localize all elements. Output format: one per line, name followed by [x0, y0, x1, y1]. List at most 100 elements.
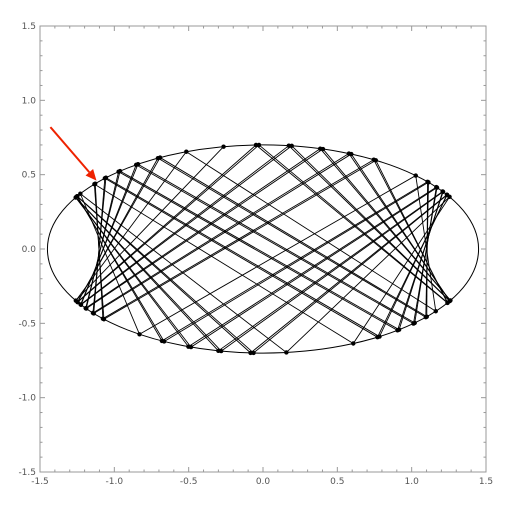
- y-tick-label: 1.0: [22, 96, 37, 106]
- trajectory-segment: [80, 193, 287, 353]
- bounce-point: [433, 309, 438, 314]
- trajectory-segment: [415, 175, 437, 312]
- trajectory-segment: [322, 148, 451, 301]
- trajectory-segment: [190, 187, 438, 348]
- bounce-point: [375, 334, 380, 340]
- bounce-point: [78, 302, 83, 307]
- bounce-point: [251, 350, 256, 356]
- y-tick-label: 0.5: [22, 171, 36, 181]
- trajectory-segment: [104, 177, 378, 338]
- bounce-point: [286, 143, 291, 148]
- y-tick-label: -1.0: [18, 394, 36, 404]
- bounce-point: [284, 350, 289, 355]
- bounce-point: [101, 317, 107, 322]
- bounce-point: [434, 184, 439, 190]
- ellipse-layer: [46, 144, 480, 354]
- bounce-point: [373, 158, 379, 163]
- bounce-point: [440, 189, 446, 195]
- axes: -1.5 -1.0 -0.5 0.0 0.5 1.0 1.5 -1.5 -1.0 -0.5 0.0 0…: [18, 22, 493, 487]
- bounce-point: [116, 169, 121, 174]
- x-tick-label: 0.5: [330, 477, 344, 487]
- trajectory-segment: [75, 151, 187, 301]
- trajectory-segment: [161, 181, 428, 342]
- x-tick-label: -1.0: [106, 477, 124, 487]
- bounce-point: [424, 314, 429, 319]
- bounce-point: [78, 191, 83, 196]
- y-tick-label: 1.5: [22, 22, 36, 32]
- bounce-point: [92, 181, 97, 187]
- bounce-point: [447, 194, 452, 200]
- bounce-point: [135, 162, 141, 167]
- trajectory-segment: [188, 186, 437, 348]
- bounce-point: [102, 176, 108, 181]
- trajectory-segment: [93, 178, 106, 314]
- trajectory-segment: [253, 194, 448, 354]
- x-tick-label: 0.0: [256, 477, 271, 487]
- trajectory-segment: [93, 184, 105, 320]
- trajectory-segment: [77, 157, 161, 303]
- trajectory-segment: [159, 157, 428, 318]
- trajectory-segment: [291, 145, 451, 302]
- x-tick-label: -0.5: [180, 477, 198, 487]
- trajectory-segment: [75, 197, 189, 347]
- trajectory-segment: [94, 183, 354, 344]
- trajectory-segment: [85, 148, 324, 309]
- bounce-point: [320, 146, 326, 152]
- bounce-point: [137, 332, 142, 337]
- x-tick-label: 1.0: [405, 477, 420, 487]
- bounce-point: [159, 338, 165, 344]
- bounce-point: [221, 144, 226, 149]
- bounce-point: [73, 298, 79, 303]
- trajectory-segment: [102, 159, 374, 320]
- bounce-point: [91, 311, 96, 316]
- bounce-point: [412, 320, 417, 326]
- trajectory-segment: [76, 195, 254, 354]
- trajectory-segment: [75, 197, 222, 352]
- trajectory-segment: [350, 153, 451, 302]
- x-tick-label: 1.5: [479, 477, 493, 487]
- trajectory-segment: [105, 177, 380, 337]
- x-tick-label: -1.5: [31, 477, 49, 487]
- bounce-point: [349, 151, 354, 157]
- trajectory-segment: [77, 144, 257, 303]
- bounce-point: [425, 179, 430, 184]
- trajectory-segment: [119, 170, 400, 331]
- trajectory-segment: [186, 151, 437, 312]
- trajectory-segment: [250, 194, 448, 354]
- trajectory-segment: [220, 191, 444, 352]
- annotation-arrow: [49, 126, 97, 181]
- trajectory-segment: [103, 159, 377, 320]
- bounce-point: [84, 306, 89, 311]
- bounce-point: [186, 344, 191, 349]
- y-tick-label: -0.5: [18, 319, 36, 329]
- trajectory-segment: [139, 175, 416, 335]
- trajectory-segment: [137, 163, 415, 324]
- trajectory-segment: [93, 153, 352, 314]
- bounce-point: [445, 300, 450, 306]
- trajectory-segment: [375, 160, 448, 304]
- bounce-point: [157, 155, 163, 160]
- trajectory-segment: [75, 146, 224, 301]
- ellipse-boundary: [46, 144, 480, 354]
- trajectory-segment: [135, 164, 414, 324]
- trajectory-segment: [77, 144, 260, 303]
- trajectory-segment: [352, 196, 450, 344]
- arrow-shaft: [49, 126, 91, 173]
- trajectory-segment: [157, 157, 427, 318]
- bounce-point: [395, 328, 400, 333]
- trajectory-segment: [397, 191, 444, 331]
- y-tick-label: 0.0: [22, 245, 37, 255]
- y-tick-label: -1.5: [18, 468, 36, 478]
- trajectory-segment: [79, 193, 140, 335]
- bounce-point: [351, 341, 356, 346]
- bounce-point: [413, 173, 418, 178]
- bounce-point: [253, 142, 259, 148]
- trajectory-segment: [255, 144, 448, 304]
- trajectory-segment: [288, 145, 450, 302]
- billiard-chords: [75, 144, 451, 354]
- bounce-point: [75, 193, 80, 199]
- trajectory-segment: [85, 148, 321, 309]
- trajectory-segment: [85, 171, 120, 309]
- trajectory-segment: [426, 181, 428, 317]
